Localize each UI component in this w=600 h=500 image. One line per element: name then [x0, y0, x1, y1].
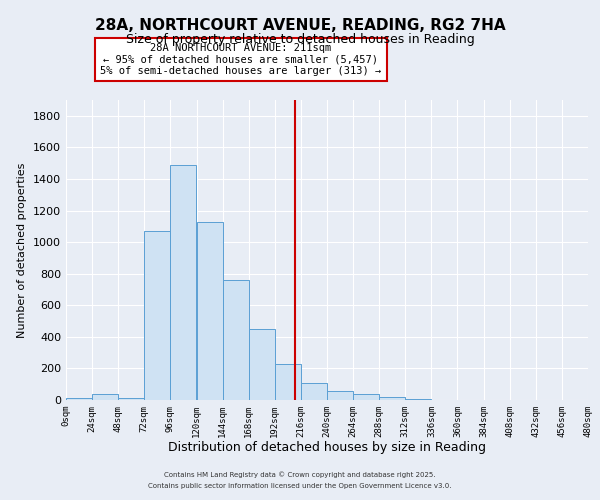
Bar [118, 398, 144, 400]
Bar [145, 231, 170, 400]
Text: Contains HM Land Registry data © Crown copyright and database right 2025.: Contains HM Land Registry data © Crown c… [164, 471, 436, 478]
X-axis label: Distribution of detached houses by size in Reading: Distribution of detached houses by size … [168, 442, 486, 454]
Bar [197, 222, 223, 400]
Bar [249, 329, 275, 400]
Bar [170, 164, 196, 400]
Bar [223, 280, 249, 400]
Bar [92, 394, 118, 400]
Text: Size of property relative to detached houses in Reading: Size of property relative to detached ho… [125, 32, 475, 46]
Bar [353, 394, 379, 400]
Bar [66, 398, 92, 400]
Y-axis label: Number of detached properties: Number of detached properties [17, 162, 28, 338]
Bar [327, 392, 353, 400]
Bar [406, 398, 431, 400]
Text: 28A NORTHCOURT AVENUE: 211sqm
← 95% of detached houses are smaller (5,457)
5% of: 28A NORTHCOURT AVENUE: 211sqm ← 95% of d… [100, 43, 382, 76]
Bar [379, 397, 406, 400]
Text: 28A, NORTHCOURT AVENUE, READING, RG2 7HA: 28A, NORTHCOURT AVENUE, READING, RG2 7HA [95, 18, 505, 32]
Bar [301, 382, 327, 400]
Text: Contains public sector information licensed under the Open Government Licence v3: Contains public sector information licen… [148, 483, 452, 489]
Bar [275, 364, 301, 400]
